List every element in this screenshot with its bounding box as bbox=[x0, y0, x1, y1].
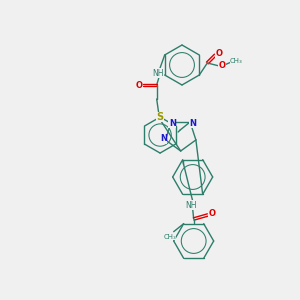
Text: O: O bbox=[208, 209, 215, 218]
Text: O: O bbox=[219, 61, 226, 70]
Text: CH₃: CH₃ bbox=[163, 234, 176, 240]
Text: N: N bbox=[169, 118, 176, 127]
Text: O: O bbox=[135, 80, 142, 89]
Text: CH₃: CH₃ bbox=[230, 58, 243, 64]
Text: N: N bbox=[160, 134, 167, 143]
Text: NH: NH bbox=[185, 200, 197, 209]
Text: O: O bbox=[216, 50, 223, 58]
Text: NH: NH bbox=[152, 68, 164, 77]
Text: S: S bbox=[156, 112, 163, 122]
Text: N: N bbox=[190, 118, 196, 127]
